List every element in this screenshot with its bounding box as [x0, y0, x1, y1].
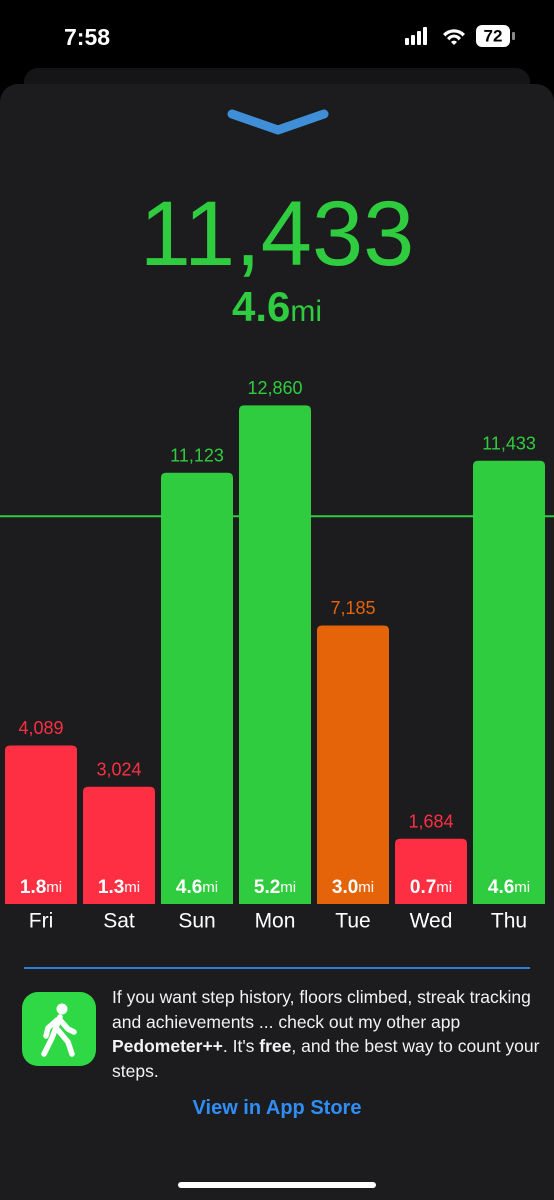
distance-unit: mi [514, 879, 530, 896]
distance-label: 3.0mi [332, 877, 374, 898]
value-label: 12,860 [247, 378, 302, 398]
status-time: 7:58 [64, 24, 111, 50]
battery-level: 72 [484, 26, 503, 45]
distance-value: 3.0 [332, 877, 358, 898]
value-label: 3,024 [96, 760, 141, 780]
distance-value: 4.6 [488, 877, 514, 898]
distance-value: 5.2 [254, 877, 280, 898]
distance-label: 1.3mi [98, 877, 140, 898]
x-tick-label: Tue [335, 910, 370, 933]
bar [473, 460, 545, 904]
distance-label: 1.8mi [20, 877, 62, 898]
x-tick-label: Sun [178, 910, 215, 933]
value-label: 4,089 [18, 718, 63, 738]
bar [239, 405, 311, 904]
distance-unit: mi [358, 879, 374, 896]
promo-app-name: Pedometer++ [112, 1036, 223, 1056]
x-tick-label: Sat [103, 910, 135, 933]
distance-unit: mi [124, 879, 140, 896]
distance-unit: mi [202, 879, 218, 896]
promo-text: If you want step history, floors climbed… [112, 985, 540, 1083]
app-store-link[interactable]: View in App Store [192, 1097, 362, 1119]
chart: 4,0891.8miFri3,0241.3miSat11,1234.6miSun… [0, 378, 554, 933]
promo-part: . It's [222, 1036, 260, 1056]
distance-label: 4.6mi [488, 877, 530, 898]
distance-value: 0.7 [410, 877, 436, 898]
x-tick-label: Fri [29, 910, 54, 933]
value-label: 11,123 [170, 446, 224, 466]
app-icon[interactable] [22, 992, 96, 1066]
collapse-chevron[interactable] [226, 106, 330, 136]
distance-label: 4.6mi [176, 877, 218, 898]
x-tick-label: Wed [410, 910, 453, 933]
distance-unit: mi [290, 295, 323, 328]
distance-value: 1.8 [20, 877, 46, 898]
x-tick-label: Thu [491, 910, 527, 933]
promo-free: free [259, 1036, 292, 1056]
x-tick-label: Mon [255, 910, 296, 933]
step-count: 11,433 [139, 183, 415, 285]
bar [395, 838, 467, 904]
promo-part: , and the best way to count your steps. [112, 1036, 540, 1081]
bar [83, 786, 155, 904]
promo-part: If you want step history, floors climbed… [112, 987, 531, 1032]
bar [317, 625, 389, 904]
distance-unit: mi [46, 879, 62, 896]
distance-value: 1.3 [98, 877, 124, 898]
value-label: 11,433 [482, 434, 536, 454]
bar [161, 472, 233, 904]
distance-label: 0.7mi [410, 877, 452, 898]
distance-unit: mi [436, 879, 452, 896]
value-label: 1,684 [408, 811, 453, 831]
divider [24, 967, 530, 969]
value-label: 7,185 [330, 598, 375, 618]
distance-label: 5.2mi [254, 877, 296, 898]
distance: 4.6mi [0, 283, 554, 331]
distance-value: 4.6 [231, 283, 291, 330]
distance-value: 4.6 [176, 877, 202, 898]
status-icons: 72 [405, 25, 515, 47]
distance-unit: mi [280, 879, 296, 896]
home-indicator [178, 1182, 376, 1188]
bar [5, 745, 77, 904]
